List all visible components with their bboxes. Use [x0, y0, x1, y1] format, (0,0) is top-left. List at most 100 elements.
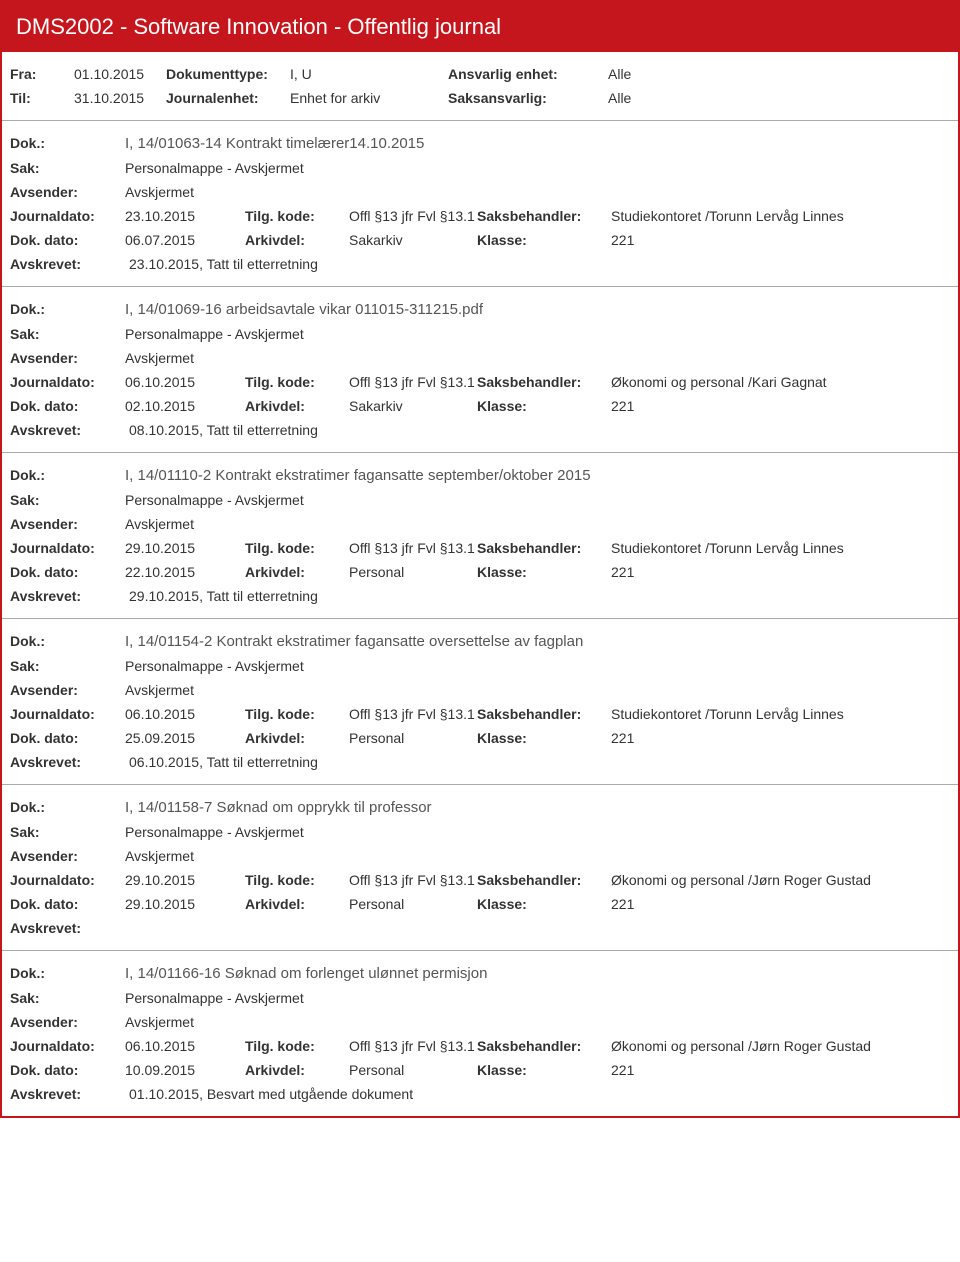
dokdato-value: 10.09.2015 — [125, 1062, 245, 1078]
avskrevet-value: 08.10.2015, Tatt til etterretning — [125, 422, 318, 438]
sak-value: Personalmappe - Avskjermet — [125, 990, 304, 1006]
til-value: 31.10.2015 — [74, 90, 166, 106]
avsender-value: Avskjermet — [125, 848, 194, 864]
journaldato-label: Journaldato: — [10, 208, 125, 224]
dokdato-value: 06.07.2015 — [125, 232, 245, 248]
sak-label: Sak: — [10, 160, 125, 176]
sak-value: Personalmappe - Avskjermet — [125, 326, 304, 342]
klasse-label: Klasse: — [477, 398, 611, 414]
dok-label: Dok.: — [10, 301, 125, 317]
saksbehandler-value: Økonomi og personal /Jørn Roger Gustad — [611, 872, 950, 888]
saksbehandler-value: Studiekontoret /Torunn Lervåg Linnes — [611, 540, 950, 556]
journal-entry: Dok.: I, 14/01166-16 Søknad om forlenget… — [2, 951, 958, 1116]
dokdato-value: 02.10.2015 — [125, 398, 245, 414]
arkivdel-label: Arkivdel: — [245, 730, 349, 746]
journaldato-value: 06.10.2015 — [125, 1038, 245, 1054]
dokdato-label: Dok. dato: — [10, 1062, 125, 1078]
ansvarlig-value: Alle — [608, 66, 631, 82]
avsender-label: Avsender: — [10, 350, 125, 366]
journaldato-value: 06.10.2015 — [125, 374, 245, 390]
page-title: DMS2002 - Software Innovation - Offentli… — [2, 2, 958, 52]
journalenhet-value: Enhet for arkiv — [290, 90, 448, 106]
saksbehandler-label: Saksbehandler: — [477, 706, 611, 722]
dok-title: I, 14/01069-16 arbeidsavtale vikar 01101… — [125, 301, 483, 318]
dokdato-label: Dok. dato: — [10, 232, 125, 248]
journaldato-label: Journaldato: — [10, 1038, 125, 1054]
dok-label: Dok.: — [10, 799, 125, 815]
avsender-value: Avskjermet — [125, 350, 194, 366]
avskrevet-label: Avskrevet: — [10, 920, 125, 936]
avsender-value: Avskjermet — [125, 184, 194, 200]
saksbehandler-value: Studiekontoret /Torunn Lervåg Linnes — [611, 706, 950, 722]
sak-label: Sak: — [10, 658, 125, 674]
dok-label: Dok.: — [10, 135, 125, 151]
journaldato-label: Journaldato: — [10, 540, 125, 556]
klasse-value: 221 — [611, 1062, 950, 1078]
dok-label: Dok.: — [10, 965, 125, 981]
journal-entry: Dok.: I, 14/01158-7 Søknad om opprykk ti… — [2, 785, 958, 951]
journal-entry: Dok.: I, 14/01154-2 Kontrakt ekstratimer… — [2, 619, 958, 785]
arkivdel-label: Arkivdel: — [245, 1062, 349, 1078]
klasse-label: Klasse: — [477, 730, 611, 746]
tilgkode-value: Offl §13 jfr Fvl §13.1 — [349, 540, 477, 556]
avskrevet-label: Avskrevet: — [10, 754, 125, 770]
sak-value: Personalmappe - Avskjermet — [125, 160, 304, 176]
dok-title: I, 14/01166-16 Søknad om forlenget ulønn… — [125, 965, 487, 982]
til-label: Til: — [10, 90, 74, 106]
filter-bar: Fra: 01.10.2015 Dokumenttype: I, U Ansva… — [2, 52, 958, 121]
avsender-label: Avsender: — [10, 682, 125, 698]
sak-label: Sak: — [10, 990, 125, 1006]
saksbehandler-value: Økonomi og personal /Kari Gagnat — [611, 374, 950, 390]
avsender-value: Avskjermet — [125, 516, 194, 532]
klasse-label: Klasse: — [477, 896, 611, 912]
avsender-label: Avsender: — [10, 516, 125, 532]
sak-value: Personalmappe - Avskjermet — [125, 492, 304, 508]
arkivdel-label: Arkivdel: — [245, 564, 349, 580]
dokdato-label: Dok. dato: — [10, 564, 125, 580]
journal-entry: Dok.: I, 14/01069-16 arbeidsavtale vikar… — [2, 287, 958, 453]
doktype-value: I, U — [290, 66, 448, 82]
klasse-value: 221 — [611, 730, 950, 746]
avskrevet-label: Avskrevet: — [10, 256, 125, 272]
journal-entry: Dok.: I, 14/01110-2 Kontrakt ekstratimer… — [2, 453, 958, 619]
tilgkode-label: Tilg. kode: — [245, 706, 349, 722]
sak-value: Personalmappe - Avskjermet — [125, 658, 304, 674]
avskrevet-value: 23.10.2015, Tatt til etterretning — [125, 256, 318, 272]
dok-label: Dok.: — [10, 633, 125, 649]
avskrevet-value: 29.10.2015, Tatt til etterretning — [125, 588, 318, 604]
arkivdel-label: Arkivdel: — [245, 232, 349, 248]
sak-label: Sak: — [10, 492, 125, 508]
dokdato-label: Dok. dato: — [10, 730, 125, 746]
entries-list: Dok.: I, 14/01063-14 Kontrakt timelærer1… — [2, 121, 958, 1116]
journal-report: DMS2002 - Software Innovation - Offentli… — [0, 0, 960, 1118]
fra-label: Fra: — [10, 66, 74, 82]
dok-title: I, 14/01063-14 Kontrakt timelærer14.10.2… — [125, 135, 424, 152]
journaldato-value: 23.10.2015 — [125, 208, 245, 224]
klasse-value: 221 — [611, 896, 950, 912]
avskrevet-label: Avskrevet: — [10, 1086, 125, 1102]
dok-title: I, 14/01158-7 Søknad om opprykk til prof… — [125, 799, 432, 816]
saksansvarlig-value: Alle — [608, 90, 631, 106]
klasse-value: 221 — [611, 398, 950, 414]
klasse-value: 221 — [611, 564, 950, 580]
tilgkode-value: Offl §13 jfr Fvl §13.1 — [349, 208, 477, 224]
tilgkode-value: Offl §13 jfr Fvl §13.1 — [349, 374, 477, 390]
journal-entry: Dok.: I, 14/01063-14 Kontrakt timelærer1… — [2, 121, 958, 287]
dokdato-value: 25.09.2015 — [125, 730, 245, 746]
arkivdel-value: Sakarkiv — [349, 232, 477, 248]
klasse-label: Klasse: — [477, 564, 611, 580]
tilgkode-label: Tilg. kode: — [245, 208, 349, 224]
tilgkode-label: Tilg. kode: — [245, 1038, 349, 1054]
saksbehandler-value: Økonomi og personal /Jørn Roger Gustad — [611, 1038, 950, 1054]
klasse-label: Klasse: — [477, 232, 611, 248]
avskrevet-label: Avskrevet: — [10, 588, 125, 604]
avsender-label: Avsender: — [10, 1014, 125, 1030]
sak-label: Sak: — [10, 326, 125, 342]
avsender-value: Avskjermet — [125, 682, 194, 698]
journaldato-label: Journaldato: — [10, 706, 125, 722]
journaldato-label: Journaldato: — [10, 872, 125, 888]
avsender-value: Avskjermet — [125, 1014, 194, 1030]
dok-label: Dok.: — [10, 467, 125, 483]
dokdato-label: Dok. dato: — [10, 896, 125, 912]
journalenhet-label: Journalenhet: — [166, 90, 290, 106]
